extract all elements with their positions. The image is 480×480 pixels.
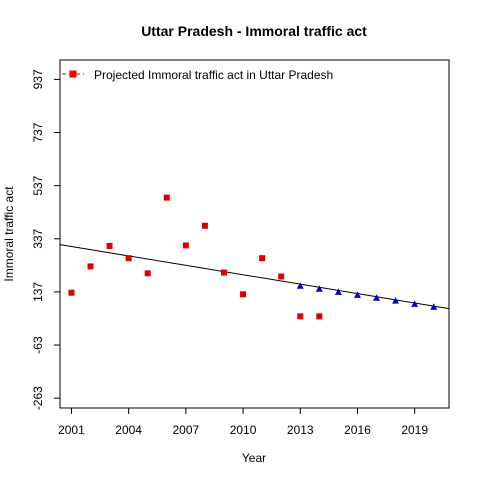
observed-point <box>125 255 132 262</box>
observed-point <box>163 194 170 201</box>
y-tick-label: 337 <box>31 228 45 248</box>
observed-point <box>240 291 247 298</box>
legend: Projected Immoral traffic act in Uttar P… <box>62 68 333 82</box>
observed-point <box>144 270 151 277</box>
x-tick-label: 2010 <box>230 423 257 437</box>
observed-point <box>201 222 208 229</box>
legend-marker <box>69 70 77 78</box>
projected-point <box>334 288 342 295</box>
chart-title: Uttar Pradesh - Immoral traffic act <box>141 23 367 39</box>
x-axis: 2001 2004 2007 2010 2013 2016 2019 <box>58 408 428 437</box>
x-tick-label: 2016 <box>344 423 371 437</box>
legend-label: Projected Immoral traffic act in Uttar P… <box>94 68 333 82</box>
projected-point <box>315 285 323 292</box>
observed-point <box>106 242 113 249</box>
projected-point <box>411 300 419 307</box>
y-tick-label: 937 <box>31 69 45 89</box>
plot-frame <box>59 59 450 409</box>
projected-point <box>430 303 438 310</box>
projected-point <box>296 282 304 289</box>
y-tick-label: 137 <box>31 282 45 302</box>
x-axis-label: Year <box>242 451 266 465</box>
observed-point <box>68 289 75 296</box>
observed-point <box>278 273 285 280</box>
trend-line <box>59 244 450 310</box>
projected-point <box>373 294 381 301</box>
y-tick-label: -263 <box>31 386 45 410</box>
y-tick-label: 537 <box>31 175 45 195</box>
observed-point <box>182 242 189 249</box>
x-tick-label: 2013 <box>287 423 314 437</box>
y-tick-label: 737 <box>31 122 45 142</box>
y-tick-label: -63 <box>31 336 45 354</box>
x-tick-label: 2004 <box>115 423 142 437</box>
projected-point <box>353 291 361 298</box>
x-tick-label: 2001 <box>58 423 85 437</box>
x-tick-label: 2007 <box>173 423 200 437</box>
observed-point <box>259 255 266 262</box>
y-axis-label: Immoral traffic act <box>2 186 16 282</box>
data-points <box>68 194 438 320</box>
observed-point <box>316 313 323 320</box>
y-axis: -263 -63 137 337 537 737 937 <box>31 69 60 410</box>
observed-point <box>220 269 227 276</box>
x-tick-label: 2019 <box>401 423 428 437</box>
observed-point <box>87 263 94 270</box>
projected-point <box>392 297 400 304</box>
observed-point <box>297 313 304 320</box>
